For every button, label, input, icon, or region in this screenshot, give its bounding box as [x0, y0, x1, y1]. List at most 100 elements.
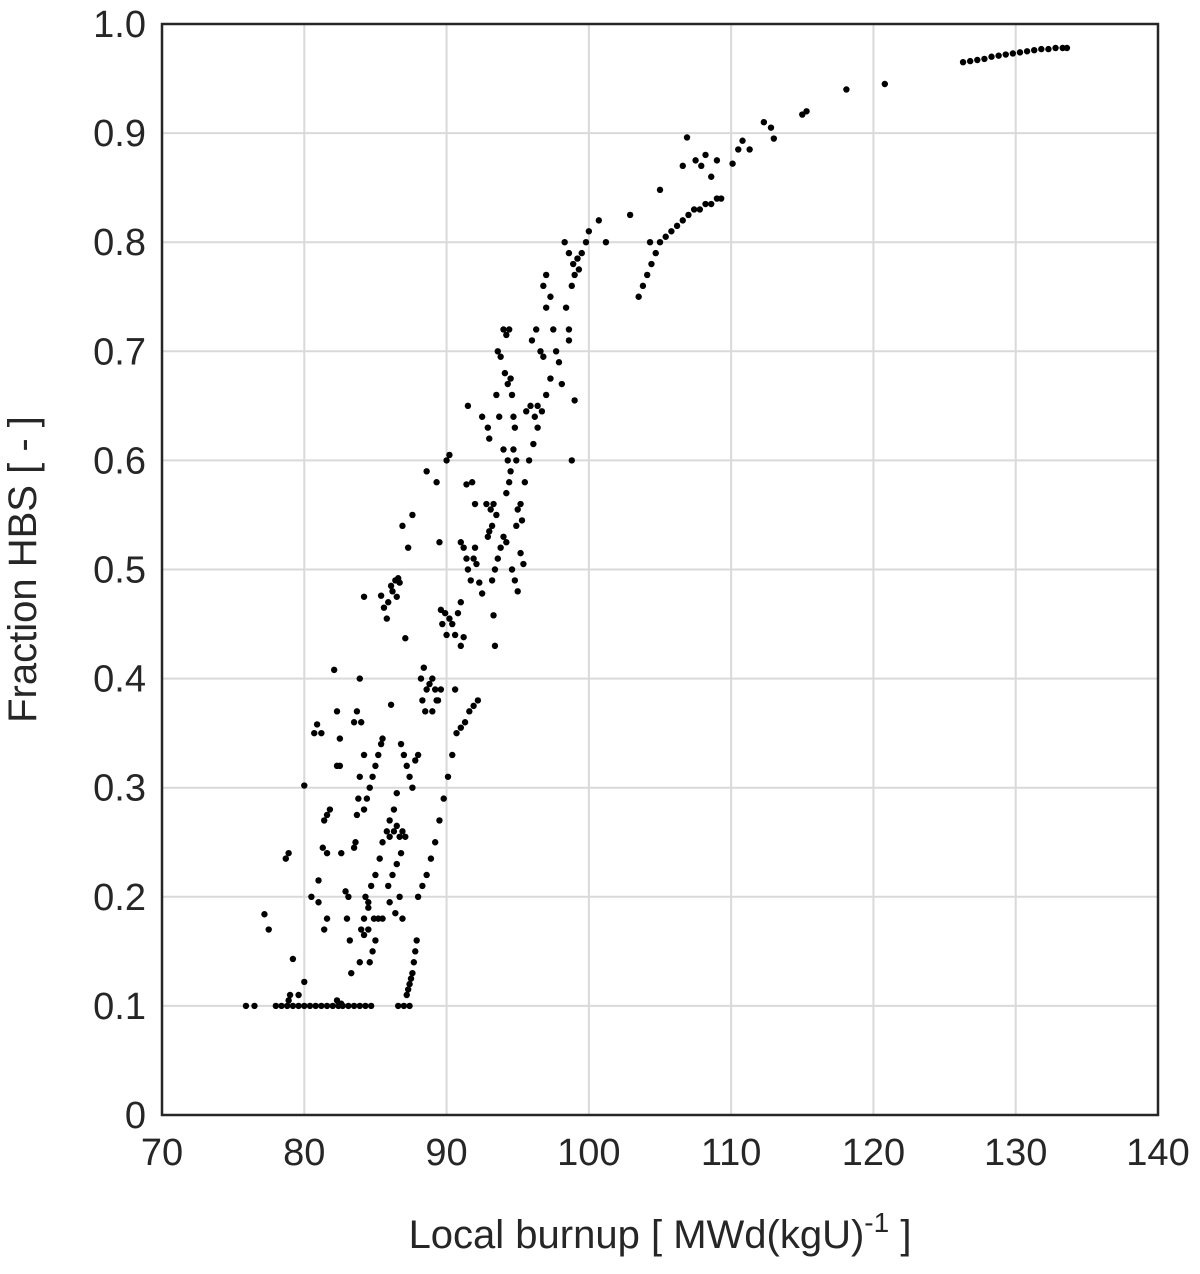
data-point — [602, 239, 610, 246]
data-point — [409, 511, 416, 519]
y-tick-label: 0.6 — [93, 440, 146, 482]
data-point — [406, 1002, 413, 1010]
y-tick-label: 0.4 — [93, 659, 146, 701]
data-point — [399, 828, 406, 835]
x-tick-label: 140 — [1126, 1132, 1189, 1174]
data-point — [402, 635, 409, 642]
data-point — [571, 271, 578, 279]
data-point — [575, 266, 583, 273]
data-point — [433, 479, 440, 486]
data-point — [503, 489, 510, 497]
data-point — [1038, 45, 1045, 53]
data-point — [547, 375, 554, 382]
data-point — [1009, 50, 1017, 57]
data-point — [486, 528, 493, 535]
data-point — [348, 969, 355, 977]
data-point — [350, 719, 358, 726]
data-point — [542, 304, 550, 311]
data-point — [387, 582, 395, 590]
data-point — [356, 773, 363, 780]
data-point — [507, 375, 514, 382]
data-point — [402, 833, 409, 840]
x-axis-label-main: Local burnup [ MWd(kgU) — [409, 1213, 865, 1257]
x-axis-label: Local burnup [ MWd(kgU)-1 ] — [409, 1207, 912, 1257]
data-point — [562, 304, 570, 311]
data-point — [643, 271, 651, 279]
data-point — [420, 664, 428, 671]
data-point — [390, 828, 398, 835]
data-point — [272, 1002, 280, 1010]
data-point — [375, 751, 382, 759]
data-point — [464, 402, 472, 410]
data-point — [404, 986, 412, 993]
data-point — [639, 282, 647, 290]
data-point — [505, 326, 513, 333]
data-point — [278, 1002, 285, 1010]
data-point — [1016, 49, 1024, 56]
data-point — [318, 1002, 325, 1010]
data-point — [1031, 46, 1038, 54]
data-point — [404, 544, 412, 551]
data-point — [461, 719, 469, 726]
y-tick-label: 0.3 — [93, 768, 146, 810]
data-point — [261, 911, 268, 918]
data-point — [959, 58, 967, 66]
data-point — [350, 1002, 358, 1010]
data-point — [451, 686, 459, 693]
data-point — [468, 479, 476, 486]
data-point — [538, 408, 546, 415]
data-point — [323, 915, 331, 922]
data-point — [478, 590, 486, 597]
data-point — [358, 926, 365, 933]
data-point — [439, 620, 446, 628]
data-point — [406, 980, 413, 988]
data-point — [406, 773, 413, 780]
data-point — [508, 566, 516, 573]
data-point — [333, 708, 341, 715]
data-point — [484, 424, 492, 431]
data-point — [353, 811, 361, 819]
data-point — [729, 160, 736, 167]
data-point — [265, 926, 272, 933]
data-point — [555, 359, 563, 366]
data-point — [542, 391, 550, 399]
data-point — [517, 500, 524, 508]
data-point — [534, 424, 541, 431]
data-point — [565, 249, 573, 257]
data-point — [396, 893, 403, 900]
data-point — [400, 1002, 408, 1010]
data-point — [565, 326, 573, 333]
data-point — [511, 577, 519, 584]
data-point — [497, 544, 504, 551]
data-point — [323, 811, 331, 819]
data-point — [464, 566, 472, 573]
data-point — [365, 926, 372, 933]
data-point — [385, 599, 392, 606]
data-point — [550, 326, 557, 333]
data-point — [501, 369, 509, 377]
data-point — [311, 729, 318, 737]
x-tick-label: 100 — [557, 1132, 620, 1174]
x-axis-label-superscript: -1 — [864, 1207, 889, 1238]
data-point — [446, 451, 453, 459]
data-point — [767, 124, 775, 131]
data-point — [520, 560, 527, 568]
data-point — [497, 353, 504, 360]
data-point — [370, 915, 378, 922]
data-point — [315, 877, 322, 884]
data-point — [454, 609, 462, 617]
data-point — [453, 729, 460, 737]
data-point — [396, 833, 403, 840]
data-point — [366, 959, 373, 966]
data-point — [518, 517, 526, 524]
data-point — [393, 860, 400, 868]
y-tick-labels: 0 0.1 0.2 0.3 0.4 0.5 0.6 0.7 0.8 0.9 1.0 — [93, 4, 146, 1137]
data-point — [510, 413, 517, 420]
data-point — [386, 817, 393, 824]
data-point — [466, 708, 473, 715]
data-point — [367, 882, 375, 890]
data-point — [338, 849, 345, 857]
data-point — [396, 579, 403, 586]
data-point — [399, 915, 406, 922]
data-point — [429, 708, 436, 715]
